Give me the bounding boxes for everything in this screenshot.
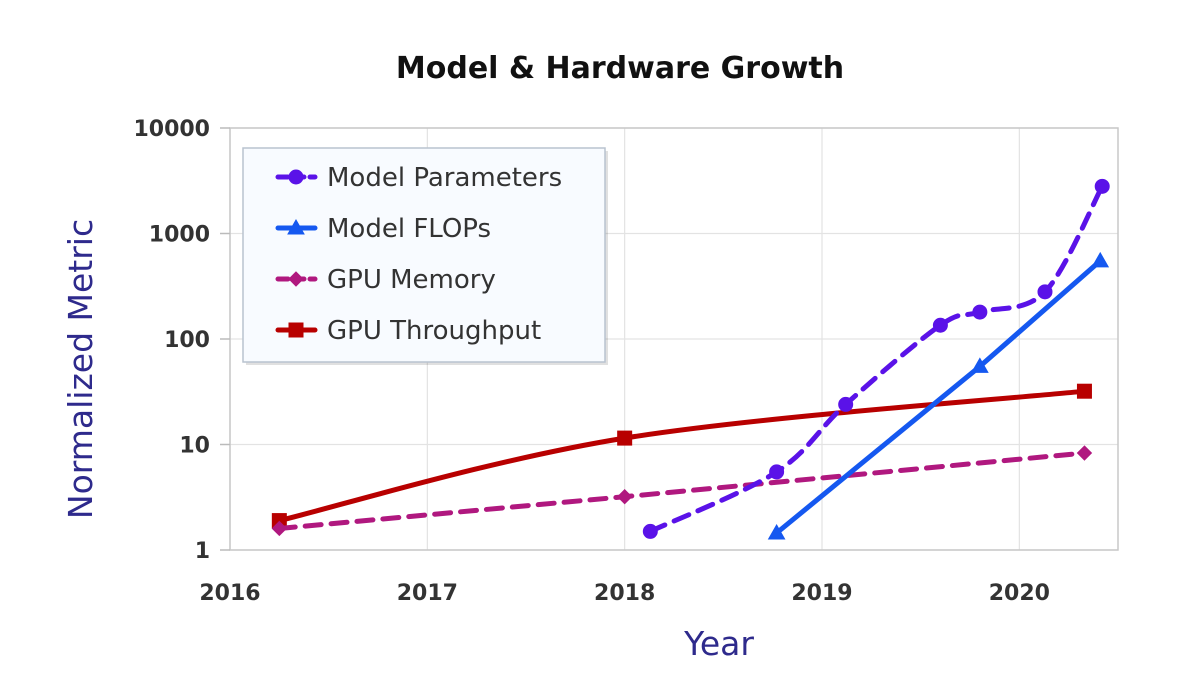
data-point-gpu-memory [1076,445,1093,461]
data-point-model-parameters [642,523,658,539]
legend-label: Model Parameters [327,163,562,193]
legend-item-model-parameters: Model Parameters [275,163,562,193]
data-point-model-parameters [972,304,988,320]
legend-item-gpu-memory: GPU Memory [275,265,496,295]
x-tick-label: 2017 [397,581,458,606]
data-point-model-parameters [769,464,785,480]
series-group [271,178,1110,540]
x-tick-label: 2016 [199,581,260,606]
x-tick-label: 2020 [989,581,1050,606]
series-gpu-memory [271,445,1093,537]
legend-item-gpu-throughput: GPU Throughput [275,316,541,346]
data-point-gpu-throughput [617,430,633,446]
data-point-gpu-throughput [1076,383,1092,399]
series-line-model-flops [774,258,1103,536]
y-tick-label: 100 [164,328,210,353]
chart-title: Model & Hardware Growth [396,51,844,86]
legend-marker [287,218,305,235]
legend: Model Parameters Model FLOPs GPU Memory GPU… [242,147,608,365]
data-point-gpu-memory [271,520,288,537]
legend-marker [288,322,304,338]
data-point-model-flops [1091,251,1110,268]
data-point-model-parameters [838,396,854,412]
x-tick-label: 2019 [791,581,852,606]
y-tick-label: 10000 [133,117,210,142]
data-point-model-flops [971,357,989,373]
axes: 2016 2017 2018 2019 2020 1 10 100 1000 10000 [133,117,1049,606]
data-point-model-parameters [932,317,948,333]
y-tick-label: 1000 [149,223,210,248]
data-point-gpu-memory [616,488,633,505]
legend-marker [288,169,304,185]
series-model-flops [767,251,1110,540]
series-gpu-throughput [271,383,1092,529]
series-model-parameters [642,178,1110,539]
legend-label: GPU Memory [327,265,496,295]
legend-label: GPU Throughput [327,316,541,346]
legend-label: Model FLOPs [327,214,491,244]
y-axis-label: Normalized Metric [61,219,100,519]
x-axis-label: Year [683,624,754,663]
legend-marker [288,271,304,287]
y-tick-label: 10 [179,434,210,459]
data-point-model-flops [767,523,786,540]
x-tick-label: 2018 [594,581,655,606]
y-tick-label: 1 [195,539,210,564]
data-point-model-parameters [1094,178,1110,194]
series-line-model-parameters [647,183,1105,534]
series-line-gpu-throughput [276,388,1087,524]
data-point-model-parameters [1037,284,1053,300]
legend-item-model-flops: Model FLOPs [275,214,491,244]
